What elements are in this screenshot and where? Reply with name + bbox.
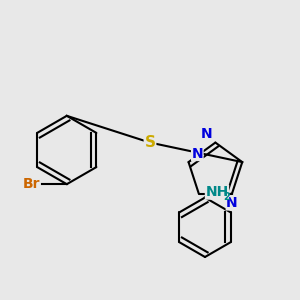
Text: 2: 2 (224, 192, 230, 202)
Text: NH: NH (205, 185, 229, 199)
Text: N: N (226, 196, 238, 210)
Text: N: N (191, 147, 203, 160)
Text: S: S (145, 135, 155, 150)
Text: Br: Br (23, 177, 40, 191)
Text: N: N (201, 127, 212, 141)
